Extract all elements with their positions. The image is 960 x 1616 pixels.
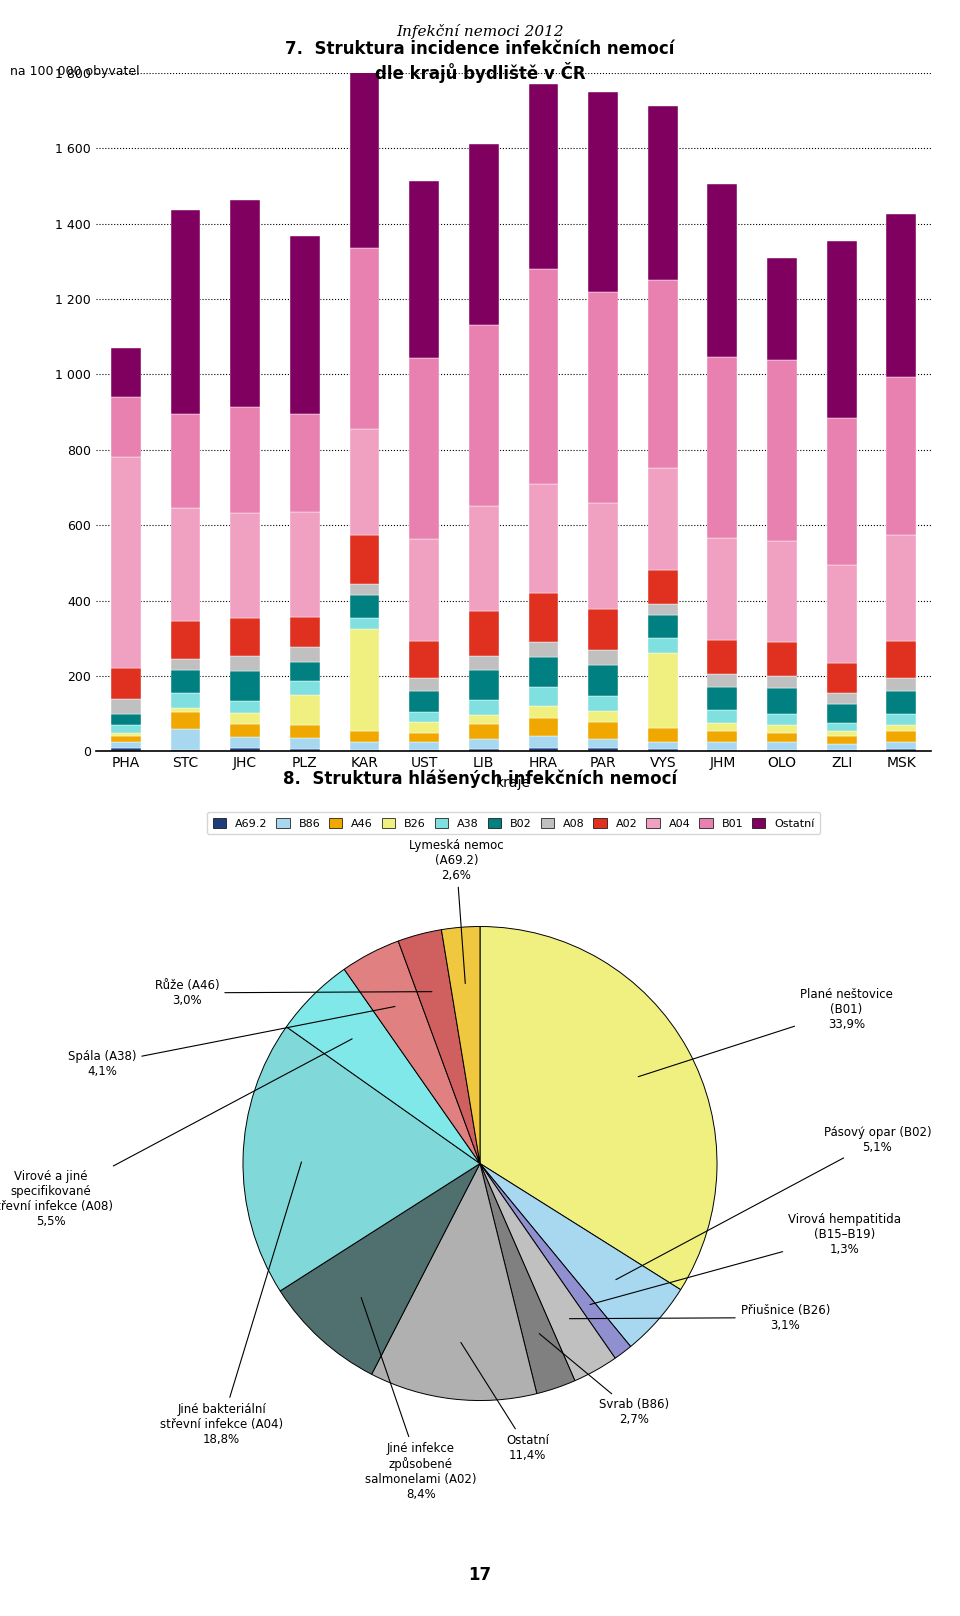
Bar — [111, 398, 141, 457]
Bar — [349, 595, 379, 617]
Bar — [529, 642, 559, 658]
Bar — [230, 671, 260, 701]
Bar — [409, 742, 439, 750]
Bar — [767, 643, 797, 677]
Bar — [349, 742, 379, 750]
Bar — [588, 609, 618, 650]
Bar — [529, 706, 559, 718]
Bar — [648, 750, 678, 751]
Bar — [827, 241, 856, 417]
Bar — [588, 695, 618, 711]
Bar — [290, 724, 320, 739]
Bar — [529, 658, 559, 687]
Bar — [468, 748, 498, 751]
Bar — [588, 292, 618, 503]
Bar — [886, 692, 916, 714]
Bar — [648, 729, 678, 742]
Bar — [767, 734, 797, 742]
Bar — [111, 732, 141, 737]
Bar — [648, 570, 678, 604]
Text: Svrab (B86)
2,7%: Svrab (B86) 2,7% — [540, 1333, 669, 1427]
Text: Pásový opar (B02)
5,1%: Pásový opar (B02) 5,1% — [616, 1126, 931, 1280]
Text: Ostatní
11,4%: Ostatní 11,4% — [461, 1343, 549, 1462]
Bar — [529, 737, 559, 748]
Bar — [708, 640, 737, 674]
Bar — [827, 693, 856, 705]
Bar — [290, 512, 320, 617]
Bar — [409, 713, 439, 722]
Bar — [588, 722, 618, 739]
Bar — [648, 638, 678, 653]
Bar — [708, 357, 737, 538]
Text: 8.  Struktura hlášených infekčních nemocí: 8. Struktura hlášených infekčních nemocí — [283, 769, 677, 787]
Bar — [827, 663, 856, 693]
Bar — [171, 507, 201, 621]
Bar — [171, 210, 201, 414]
Bar — [767, 688, 797, 714]
Bar — [290, 750, 320, 751]
Bar — [349, 247, 379, 428]
Bar — [767, 360, 797, 541]
Bar — [111, 726, 141, 732]
Bar — [529, 718, 559, 737]
Bar — [767, 742, 797, 750]
Bar — [171, 621, 201, 659]
Bar — [468, 714, 498, 724]
Bar — [588, 748, 618, 751]
Bar — [230, 748, 260, 751]
Bar — [290, 739, 320, 750]
Bar — [409, 679, 439, 692]
Bar — [468, 740, 498, 748]
Bar — [708, 184, 737, 357]
Bar — [349, 730, 379, 742]
Bar — [588, 650, 618, 666]
Bar — [409, 734, 439, 742]
Bar — [290, 414, 320, 512]
Bar — [111, 347, 141, 398]
Bar — [529, 687, 559, 706]
Bar — [827, 724, 856, 730]
Bar — [468, 724, 498, 740]
Bar — [290, 617, 320, 648]
Bar — [827, 737, 856, 743]
Bar — [230, 656, 260, 671]
Bar — [171, 693, 201, 708]
Wedge shape — [280, 1164, 480, 1374]
Bar — [468, 700, 498, 714]
Bar — [171, 729, 201, 750]
Bar — [409, 692, 439, 713]
Bar — [349, 629, 379, 730]
Bar — [886, 726, 916, 730]
Bar — [171, 671, 201, 693]
Bar — [886, 750, 916, 751]
Text: Přiušnice (B26)
3,1%: Přiušnice (B26) 3,1% — [569, 1304, 830, 1332]
Wedge shape — [345, 941, 480, 1164]
Bar — [111, 457, 141, 669]
Bar — [468, 656, 498, 669]
Bar — [529, 84, 559, 268]
Bar — [767, 726, 797, 734]
Bar — [468, 611, 498, 656]
Bar — [648, 742, 678, 750]
X-axis label: kraje: kraje — [496, 776, 531, 790]
Bar — [230, 737, 260, 748]
Bar — [648, 653, 678, 729]
Bar — [529, 748, 559, 751]
Bar — [827, 743, 856, 750]
Text: Virová hempatitida
(B15–B19)
1,3%: Virová hempatitida (B15–B19) 1,3% — [590, 1214, 901, 1304]
Bar — [648, 604, 678, 616]
Wedge shape — [398, 929, 480, 1164]
Bar — [111, 742, 141, 748]
Text: Jiné bakteriální
střevní infekce (A04)
18,8%: Jiné bakteriální střevní infekce (A04) 1… — [160, 1162, 301, 1446]
Bar — [648, 469, 678, 570]
Wedge shape — [372, 1164, 537, 1401]
Bar — [588, 666, 618, 695]
Bar — [349, 617, 379, 629]
Bar — [111, 698, 141, 714]
Bar — [827, 750, 856, 751]
Bar — [588, 711, 618, 722]
Bar — [827, 730, 856, 737]
Text: 17: 17 — [468, 1566, 492, 1584]
Wedge shape — [480, 1164, 575, 1393]
Bar — [230, 407, 260, 512]
